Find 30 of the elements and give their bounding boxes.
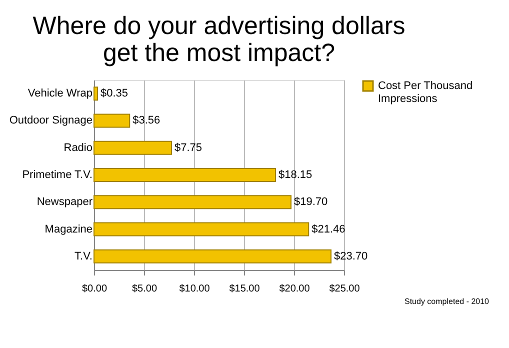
data-label: $7.75: [174, 142, 202, 154]
x-tick-label: $15.00: [229, 284, 260, 294]
data-label: $21.46: [312, 223, 346, 236]
y-tick-label: T.V.: [74, 250, 92, 262]
y-tick-label: Magazine: [44, 223, 92, 236]
bar: [94, 86, 98, 101]
data-label: $0.35: [100, 88, 128, 100]
y-tick-label: Primetime T.V.: [22, 169, 92, 181]
y-tick-label: Radio: [64, 142, 92, 154]
data-label: $19.70: [294, 196, 328, 208]
bar: [94, 249, 332, 264]
bar: [94, 140, 172, 155]
data-label: $23.70: [334, 250, 368, 262]
x-tick-label: $0.00: [82, 284, 108, 294]
bar: [94, 195, 292, 210]
data-label: $18.15: [278, 169, 312, 181]
x-tick-label: $5.00: [132, 284, 158, 294]
bar: [94, 168, 276, 182]
x-tick-label: $20.00: [279, 284, 310, 294]
y-tick-label: Newspaper: [36, 196, 93, 208]
chart-title: Where do your advertising dollars get the most impact?: [32, 12, 406, 67]
x-tick-label: $25.00: [329, 284, 360, 294]
data-label: $3.56: [132, 114, 160, 127]
bar: [94, 222, 310, 236]
x-tick-label: $10.00: [179, 284, 210, 294]
y-tick-label: Vehicle Wrap: [28, 88, 92, 100]
text: Study completed - 2010: [404, 297, 490, 306]
y-tick-label: Outdoor Signage: [9, 114, 92, 127]
legend-label: Cost Per Thousand Impressions: [378, 80, 473, 105]
bar: [94, 114, 130, 128]
